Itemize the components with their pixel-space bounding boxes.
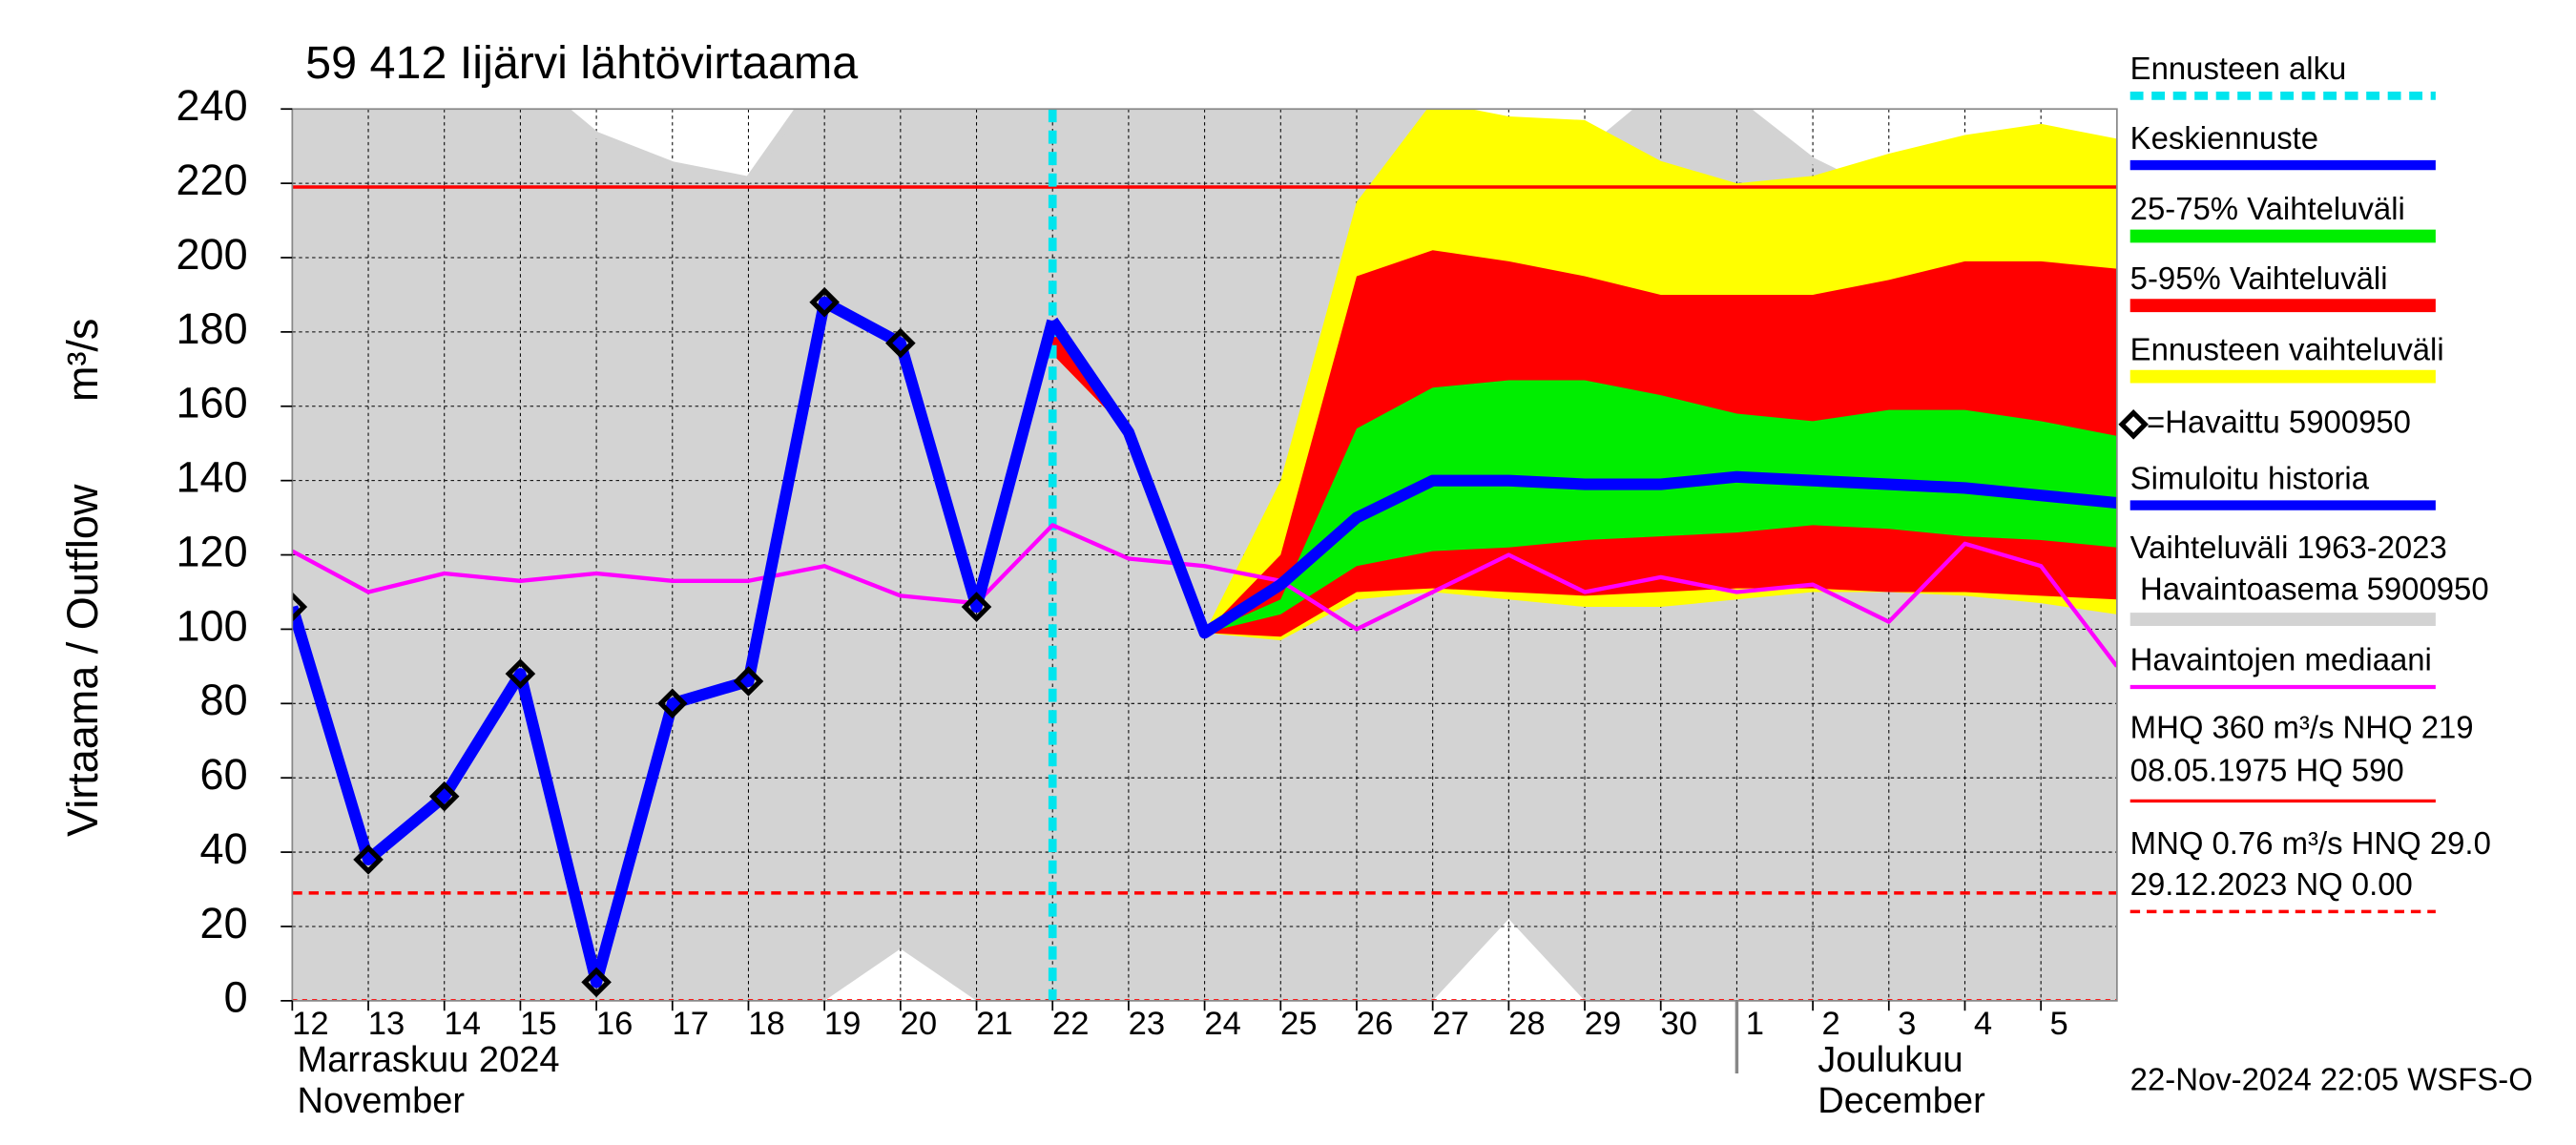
observed-point <box>885 327 916 359</box>
x-tick-label: 3 <box>1898 1006 1916 1042</box>
x-tick-label: 20 <box>901 1006 938 1042</box>
observed-point <box>809 286 840 318</box>
x-tick-label: 29 <box>1585 1006 1622 1042</box>
x-tick-label: 24 <box>1204 1006 1241 1042</box>
y-axis-label: Virtaama / Outflow <box>58 484 107 837</box>
x-tick-label: 17 <box>673 1006 710 1042</box>
legend-label: MNQ 0.76 m³/s HNQ 29.0 <box>2130 825 2491 861</box>
y-tick-label: 20 <box>200 899 248 947</box>
y-tick-label: 0 <box>224 973 248 1022</box>
x-tick-label: 23 <box>1129 1006 1166 1042</box>
y-tick-label: 140 <box>177 453 248 502</box>
observed-point <box>353 844 384 875</box>
y-tick-label: 100 <box>177 601 248 650</box>
x-tick-label: 12 <box>292 1006 329 1042</box>
legend-label: Simuloitu historia <box>2130 460 2370 495</box>
legend-label: Havaintojen mediaani <box>2130 642 2432 677</box>
observed-point <box>505 658 536 689</box>
legend-label: 29.12.2023 NQ 0.00 <box>2130 866 2413 902</box>
x-tick-label: 19 <box>824 1006 862 1042</box>
legend-label: 25-75% Vaihteluväli <box>2130 191 2405 226</box>
x-tick-label: 26 <box>1357 1006 1394 1042</box>
observed-point <box>656 688 688 719</box>
observed-point <box>961 592 992 622</box>
legend-label: Ennusteen alku <box>2130 51 2347 86</box>
legend-label: Havaintoasema 5900950 <box>2140 571 2489 606</box>
observed-point <box>428 781 460 812</box>
y-tick-label: 160 <box>177 379 248 427</box>
y-tick-label: 80 <box>200 676 248 724</box>
y-tick-label: 40 <box>200 824 248 873</box>
x-tick-label: 22 <box>1052 1006 1090 1042</box>
series-line <box>292 296 1059 989</box>
y-tick-label: 200 <box>177 230 248 279</box>
x-tick-label: 21 <box>976 1006 1012 1042</box>
x-tick-label: 25 <box>1280 1006 1318 1042</box>
band-edge <box>559 109 2117 279</box>
legend-label: Vaihteluväli 1963-2023 <box>2130 530 2447 565</box>
x-tick-label: 16 <box>596 1006 634 1042</box>
legend-label: Ennusteen vaihteluväli <box>2130 331 2444 366</box>
x-tick-label: 27 <box>1432 1006 1469 1042</box>
legend-label: =Havaittu 5900950 <box>2147 404 2411 439</box>
legend-label: Keskiennuste <box>2130 120 2318 156</box>
y-tick-label: 60 <box>200 750 248 799</box>
y-tick-label: 240 <box>177 81 248 130</box>
observed-point <box>733 666 764 697</box>
y-axis-unit: m³/s <box>58 319 107 402</box>
x-tick-label: 5 <box>2050 1006 2068 1042</box>
x-tick-label: 4 <box>1974 1006 1992 1042</box>
x-tick-label: 14 <box>445 1006 482 1042</box>
month-label-en: November <box>298 1081 466 1121</box>
plot <box>292 109 2117 1001</box>
month-label-en: December <box>1818 1081 1985 1121</box>
x-tick-label: 28 <box>1508 1006 1546 1042</box>
y-tick-label: 180 <box>177 304 248 353</box>
observed-point <box>581 967 612 998</box>
x-tick-label: 13 <box>368 1006 405 1042</box>
month-label: Joulukuu <box>1818 1040 1963 1080</box>
x-tick-label: 1 <box>1746 1006 1764 1042</box>
chart-title: 59 412 Iijärvi lähtövirtaama <box>305 37 858 89</box>
month-label: Marraskuu 2024 <box>298 1040 560 1080</box>
legend-marker <box>2118 409 2149 440</box>
legend-label: 08.05.1975 HQ 590 <box>2130 753 2404 788</box>
footer: 22-Nov-2024 22:05 WSFS-O <box>2130 1061 2533 1096</box>
legend-label: MHQ 360 m³/s NHQ 219 <box>2130 710 2474 745</box>
series-line <box>292 523 2117 668</box>
y-tick-label: 220 <box>177 156 248 204</box>
y-tick-label: 120 <box>177 527 248 575</box>
x-tick-label: 18 <box>748 1006 785 1042</box>
series-line <box>1048 317 2117 639</box>
band <box>1204 380 2117 634</box>
x-tick-label: 30 <box>1661 1006 1698 1042</box>
x-tick-label: 2 <box>1822 1006 1840 1042</box>
x-tick-label: 15 <box>520 1006 557 1042</box>
observed-point <box>292 592 308 622</box>
legend-label: 5-95% Vaihteluväli <box>2130 260 2388 296</box>
